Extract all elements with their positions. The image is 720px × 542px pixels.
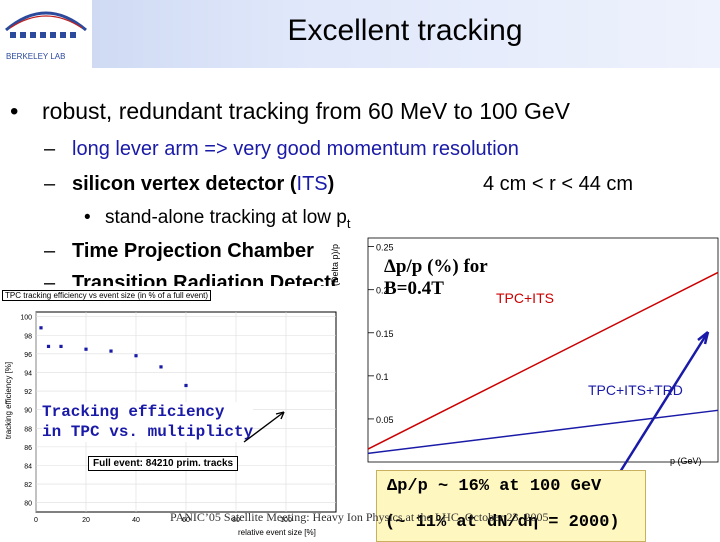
resolution-ytick-label: 0.2 bbox=[376, 286, 389, 296]
footer-text: PANIC’05 Satellite Meeting: Heavy Ion Ph… bbox=[170, 510, 549, 524]
label-tpc-its-trd: TPC+ITS+TRD bbox=[588, 382, 683, 398]
efficiency-xtick-label: 80 bbox=[232, 517, 240, 524]
page-title: Excellent tracking bbox=[287, 14, 523, 47]
title-bar bbox=[0, 0, 720, 68]
efficiency-legend-box: Full event: 84210 prim. tracks bbox=[88, 456, 239, 471]
efficiency-data-point bbox=[109, 349, 113, 353]
efficiency-data-point bbox=[59, 344, 63, 349]
resolution-series-line bbox=[367, 409, 719, 455]
resolution-ylabel: (Delta p)/p bbox=[330, 243, 341, 287]
efficiency-ytick-label: 80 bbox=[24, 501, 32, 508]
bullet-dot-2: • bbox=[84, 207, 91, 228]
efficiency-ytick-label: 92 bbox=[24, 389, 32, 396]
label-tpc-its: TPC+ITS bbox=[496, 290, 554, 306]
result-arrow bbox=[618, 331, 710, 473]
resolution-plot: 0.25 0.2 0.15 0.1 0.05 (Delta p)/p Δp/p (%) … bbox=[330, 234, 720, 470]
resolution-chart-svg: 0.25 0.2 0.15 0.1 0.05 bbox=[367, 237, 719, 463]
sub-bullet-1: long lever arm => very good momentum res… bbox=[72, 138, 519, 160]
resolution-title: Δp/p (%) for B=0.4T bbox=[384, 256, 488, 299]
resolution-frame bbox=[367, 237, 719, 463]
efficiency-ytick-label: 90 bbox=[24, 408, 32, 415]
efficiency-ylabel: tracking efficiency [%] bbox=[4, 361, 14, 440]
efficiency-xtick-label: 40 bbox=[132, 517, 140, 524]
logo-text: BERKELEY LAB bbox=[6, 52, 66, 61]
efficiency-ytick-label: 94 bbox=[24, 370, 32, 377]
efficiency-xtick-label: 0 bbox=[34, 517, 38, 524]
efficiency-ytick-label: 88 bbox=[24, 426, 32, 433]
efficiency-xtick-label: 100 bbox=[280, 517, 292, 524]
efficiency-ytick-label: 86 bbox=[24, 445, 32, 452]
efficiency-data-point bbox=[46, 344, 51, 349]
efficiency-data-point bbox=[39, 326, 43, 330]
efficiency-ytick-label: 96 bbox=[24, 352, 32, 359]
efficiency-data-point bbox=[184, 383, 188, 388]
dash-1: – bbox=[44, 138, 56, 160]
sub-bullet-3: Time Projection Chamber bbox=[72, 240, 314, 262]
resolution-xlabel: p (GeV) bbox=[670, 456, 702, 466]
bullet-dot: • bbox=[10, 98, 19, 125]
resolution-ytick-label: 0.25 bbox=[376, 243, 394, 253]
efficiency-ytick-label: 84 bbox=[24, 463, 32, 470]
annotation-arrow bbox=[243, 411, 285, 443]
efficiency-annotation: Tracking efficiency in TPC vs. multiplic… bbox=[42, 402, 254, 442]
efficiency-xtick-label: 60 bbox=[182, 517, 190, 524]
efficiency-xtick-label: 20 bbox=[82, 517, 90, 524]
radius-range: 4 cm < r < 44 cm bbox=[483, 173, 634, 195]
efficiency-plot: TPC tracking efficiency vs event size (i… bbox=[0, 286, 340, 540]
result-box: Δp/p ~ 16% at 100 GeV (~ 11% at dN/dη = … bbox=[376, 470, 646, 542]
result-line-2: (~ 11% at dN/dη = 2000) bbox=[385, 513, 620, 532]
efficiency-ytick-label: 82 bbox=[24, 482, 32, 489]
resolution-ytick-label: 0.1 bbox=[376, 372, 389, 382]
efficiency-xlabel: relative event size [%] bbox=[238, 528, 316, 537]
lab-logo: BERKELEY LAB bbox=[0, 0, 92, 68]
efficiency-ytick-label: 98 bbox=[24, 333, 32, 340]
dash-2: – bbox=[44, 173, 56, 195]
efficiency-data-point bbox=[159, 365, 163, 369]
dash-4: – bbox=[44, 272, 56, 294]
main-bullet: robust, redundant tracking from 60 MeV t… bbox=[42, 98, 571, 124]
dash-3: – bbox=[44, 240, 56, 262]
sub-sub-bullet: stand-alone tracking at low pt bbox=[105, 207, 351, 231]
result-line-1: Δp/p ~ 16% at 100 GeV bbox=[387, 477, 602, 496]
resolution-ytick-label: 0.05 bbox=[376, 415, 394, 425]
logo-icon bbox=[0, 0, 92, 68]
sub-bullet-2: silicon vertex detector (ITS) bbox=[72, 173, 335, 195]
efficiency-ytick-label: 100 bbox=[20, 315, 32, 322]
efficiency-data-point bbox=[134, 354, 138, 358]
efficiency-plot-title: TPC tracking efficiency vs event size (i… bbox=[2, 290, 212, 301]
resolution-series-line bbox=[367, 271, 719, 450]
efficiency-data-point bbox=[84, 347, 88, 351]
resolution-ytick-label: 0.15 bbox=[376, 329, 394, 339]
